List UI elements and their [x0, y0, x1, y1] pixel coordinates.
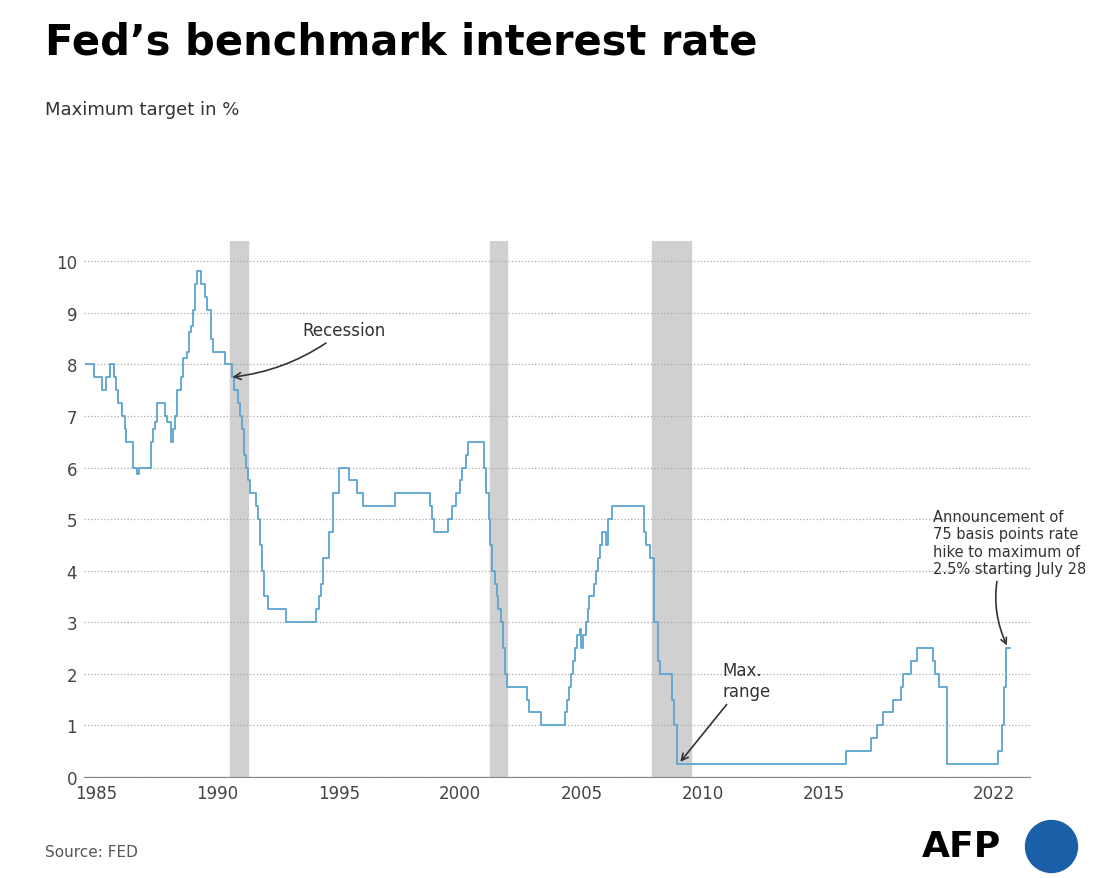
Text: AFP: AFP — [922, 830, 1001, 863]
Point — [1042, 839, 1060, 853]
Text: Fed’s benchmark interest rate: Fed’s benchmark interest rate — [45, 22, 757, 64]
Text: Announcement of
75 basis points rate
hike to maximum of
2.5% starting July 28: Announcement of 75 basis points rate hik… — [933, 509, 1086, 644]
Bar — [230, 241, 248, 777]
Text: Maximum target in %: Maximum target in % — [45, 101, 240, 119]
Text: Recession: Recession — [234, 321, 385, 380]
Bar — [652, 241, 691, 777]
Text: Source: FED: Source: FED — [45, 844, 138, 859]
Text: Max.
range: Max. range — [681, 661, 771, 760]
Bar — [491, 241, 506, 777]
